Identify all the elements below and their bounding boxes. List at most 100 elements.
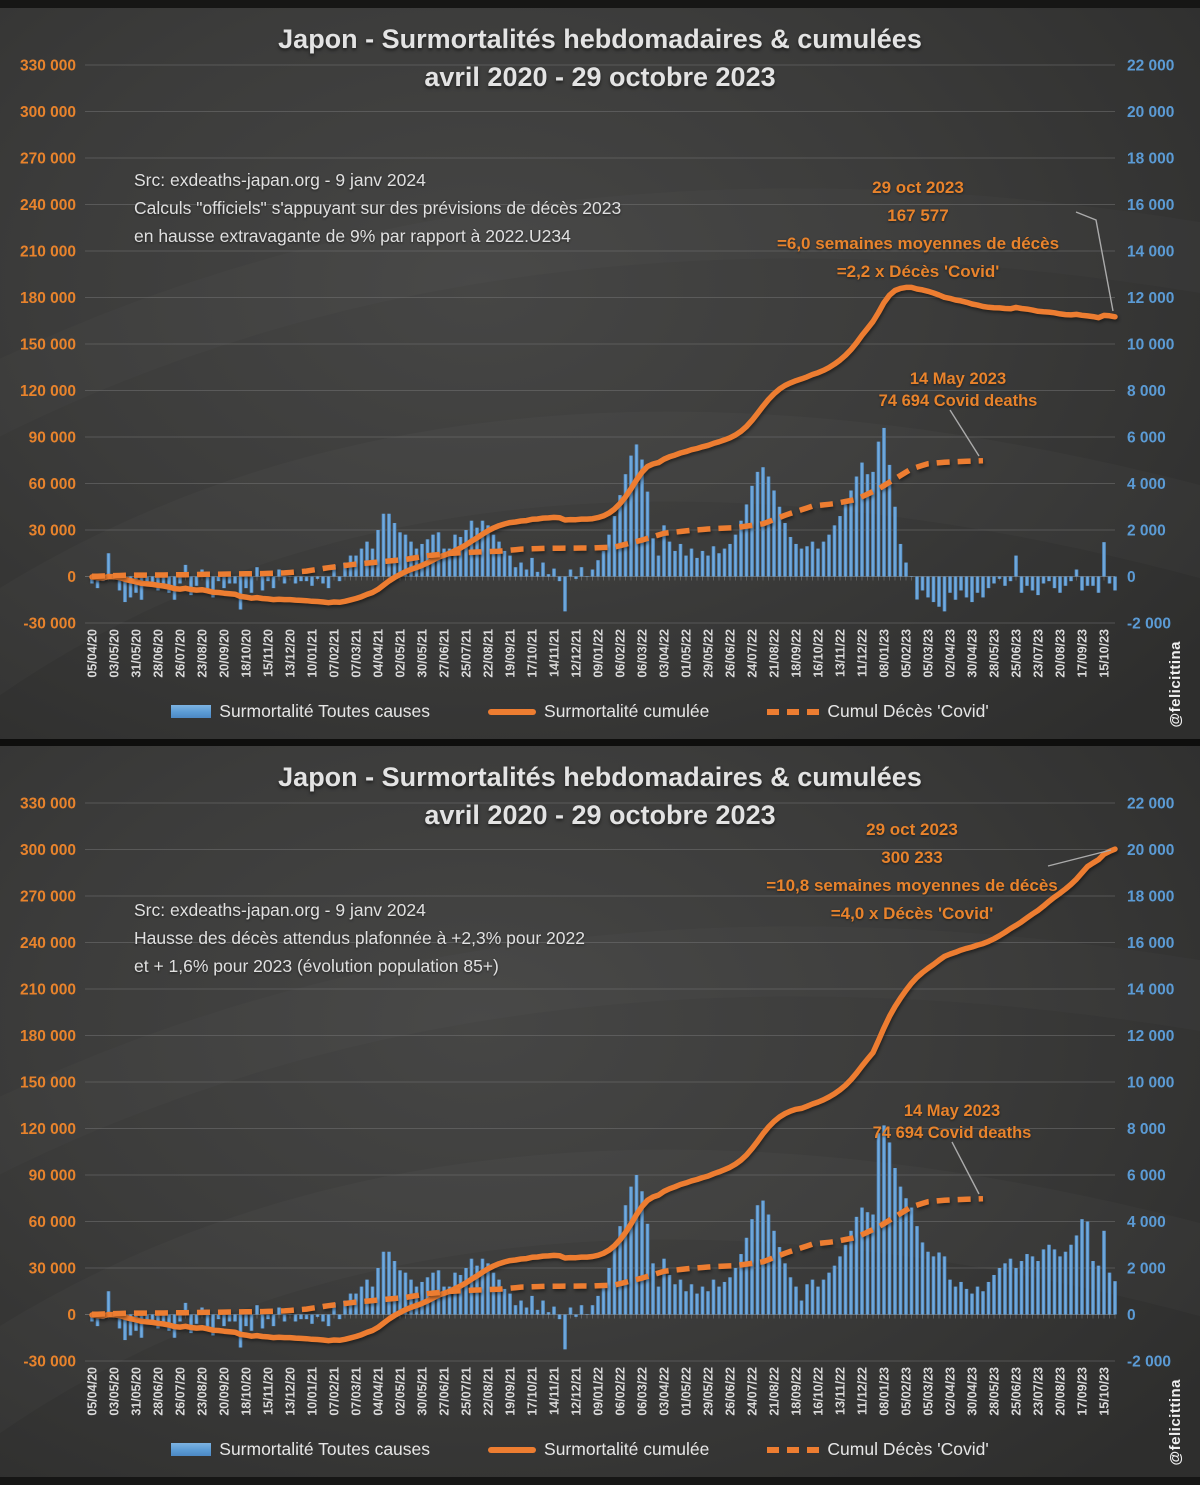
x-axis-tick-label: 09/01/22 [592,629,606,678]
excess-mortality-bar [128,1314,133,1336]
x-axis-tick-label: 06/03/22 [636,1367,650,1416]
right-axis-tick-label: 20 000 [1127,842,1174,859]
excess-mortality-bar [992,1274,996,1315]
excess-mortality-bar [211,1314,215,1336]
x-axis-tick-label: 04/04/21 [372,629,386,678]
excess-mortality-bar [343,562,347,577]
excess-mortality-bar [711,546,716,577]
excess-mortality-bar [937,1252,941,1315]
excess-mortality-bar [915,1226,919,1315]
excess-mortality-bar [150,576,155,584]
excess-mortality-bar [997,576,1002,579]
x-axis-tick-label: 15/11/20 [262,1367,276,1415]
excess-mortality-bar [304,1314,309,1320]
x-axis-tick-label: 16/10/22 [812,629,826,678]
excess-mortality-bar [568,569,573,577]
excess-mortality-bar [634,1175,639,1315]
excess-mortality-bar [601,550,606,577]
source-line: Src: exdeaths-japan.org - 9 janv 2024 [134,170,426,190]
x-axis-tick-label: 25/06/23 [1010,1367,1024,1416]
x-axis-tick-label: 28/05/23 [988,1367,1002,1416]
excess-mortality-bar [1091,1261,1095,1315]
excess-mortality-bar [849,490,853,577]
x-axis-tick-label: 17/09/23 [1076,629,1090,678]
x-axis-tick-label: 15/10/23 [1098,629,1112,678]
excess-mortality-bar [585,1314,589,1315]
excess-mortality-bar [552,1306,556,1315]
excess-mortality-bar [315,1314,320,1317]
chart-title-line2: avril 2020 - 29 octobre 2023 [424,62,776,92]
excess-mortality-bar [728,1277,732,1315]
x-axis-tick-label: 05/04/20 [86,1367,100,1416]
excess-mortality-bar [733,534,738,577]
excess-mortality-bar [1085,1221,1090,1315]
x-axis-tick-label: 02/04/23 [944,629,958,678]
source-line: Hausse des décès attendus plafonnée à +2… [134,928,585,948]
excess-mortality-bar [717,553,721,577]
excess-mortality-bar [871,471,875,577]
excess-mortality-bar [849,1230,853,1315]
legend-line-label: Surmortalité cumulée [544,1439,710,1459]
excess-mortality-bar [750,485,754,577]
excess-mortality-bar [860,462,864,577]
legend-line-label: Surmortalité cumulée [544,701,710,721]
excess-mortality-bar [178,1314,182,1322]
annotation-date: 29 oct 2023 [872,178,964,197]
left-axis-tick-label: 240 000 [20,197,76,214]
x-axis-tick-label: 03/04/22 [658,629,672,678]
excess-mortality-bar [678,543,683,577]
excess-mortality-bar [585,576,589,577]
excess-mortality-bar [392,1261,397,1315]
x-axis-tick-label: 02/04/23 [944,1367,958,1416]
excess-mortality-bar [337,1314,342,1320]
cumulative-excess-line [89,284,1118,606]
legend-line-swatch [488,1446,537,1453]
excess-mortality-bar [123,576,127,603]
excess-mortality-bar [502,550,507,577]
excess-mortality-bar [222,1314,226,1327]
excess-mortality-bar [255,1305,259,1315]
excess-mortality-bar [673,1284,677,1315]
excess-mortality-bar [469,520,474,577]
excess-mortality-bar [326,576,331,589]
covid-cumulative-dashed-line [91,1195,984,1318]
annotation-covid-deaths: 14 May 2023 74 694 Covid deaths [788,368,1128,412]
x-axis-tick-label: 18/09/22 [790,629,804,678]
excess-mortality-bar [772,1230,776,1315]
excess-mortality-bar [959,576,963,591]
excess-mortality-bar [530,557,534,577]
excess-mortality-bar [403,534,408,577]
excess-mortality-bar [266,576,270,582]
left-axis-tick-label: 150 000 [20,1075,76,1092]
right-axis-tick-label: 18 000 [1127,151,1174,168]
excess-mortality-bar [1052,576,1057,589]
chart-official-forecast: 330 000 22 000 300 000 20 000 270 000 18 000 2… [0,8,1200,739]
excess-mortality-bar [260,576,265,591]
left-axis-tick-label: 60 000 [29,1214,76,1231]
excess-mortality-bar [645,491,650,577]
top-border [0,0,1200,8]
excess-mortality-bar [920,1242,925,1315]
excess-mortality-bar [1058,1256,1062,1315]
excess-mortality-bar [816,1286,820,1315]
excess-mortality-bar [1047,1244,1051,1315]
excess-mortality-bar [365,1279,369,1315]
excess-mortality-bar [90,1314,94,1322]
excess-mortality-bar [909,576,914,577]
excess-mortality-bar [1019,1261,1024,1315]
annotation-date: 29 oct 2023 [866,820,958,839]
source-line: Src: exdeaths-japan.org - 9 janv 2024 [134,900,426,920]
excess-mortality-bar [139,1314,144,1338]
excess-mortality-bar [95,1314,100,1327]
excess-mortality-bar [90,576,94,584]
excess-mortality-bar [420,543,424,577]
x-axis-tick-label: 12/12/21 [570,629,584,678]
excess-mortality-bar [458,1274,463,1315]
source-line: et + 1,6% pour 2023 (évolution populatio… [134,956,499,976]
right-axis-tick-label: 6 000 [1127,1168,1166,1185]
x-axis-tick-label: 10/01/21 [306,1367,320,1416]
excess-mortality-bar [618,1226,622,1315]
excess-mortality-bar [249,576,254,593]
excess-mortality-bar [931,1256,936,1315]
excess-mortality-bar [695,557,699,577]
